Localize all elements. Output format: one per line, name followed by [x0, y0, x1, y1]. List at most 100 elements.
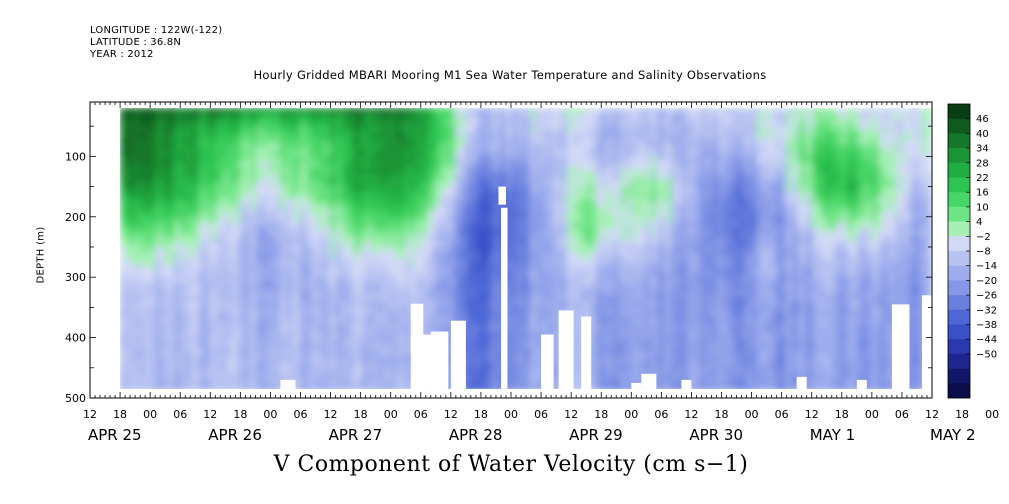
- heatmap-cell: [565, 295, 572, 302]
- heatmap-cell: [330, 234, 336, 242]
- heatmap-cell: [300, 307, 306, 314]
- heatmap-cell: [400, 295, 407, 302]
- heatmap-cell: [535, 252, 542, 260]
- heatmap-cell: [395, 349, 402, 357]
- heatmap-cell: [485, 137, 492, 145]
- heatmap-cell: [199, 373, 206, 381]
- heatmap-cell: [149, 295, 156, 302]
- heatmap-cell: [149, 343, 156, 350]
- heatmap-cell: [625, 252, 632, 260]
- heatmap-cell: [250, 355, 256, 363]
- heatmap-cell: [134, 337, 141, 344]
- heatmap-cell: [580, 204, 587, 212]
- heatmap-cell: [355, 373, 361, 381]
- heatmap-cell: [320, 349, 326, 357]
- heatmap-cell: [360, 276, 366, 284]
- heatmap-cell: [540, 162, 547, 169]
- heatmap-cell: [485, 270, 492, 278]
- heatmap-cell: [585, 246, 592, 254]
- heatmap-cell: [184, 186, 191, 193]
- heatmap-cell: [225, 276, 231, 284]
- heatmap-cell: [285, 246, 291, 254]
- heatmap-cell: [510, 252, 517, 260]
- heatmap-cell: [119, 379, 126, 387]
- heatmap-cell: [380, 331, 386, 338]
- heatmap-cell: [370, 137, 376, 145]
- heatmap-cell: [545, 174, 552, 181]
- heatmap-cell: [285, 180, 291, 187]
- heatmap-cell: [410, 246, 417, 254]
- heatmap-cell: [425, 156, 432, 163]
- heatmap-cell: [360, 150, 366, 157]
- heatmap-cell: [440, 143, 447, 151]
- heatmap-cell: [485, 186, 492, 193]
- heatmap-cell: [535, 234, 542, 242]
- heatmap-cell: [375, 307, 381, 314]
- heatmap-cell: [380, 319, 386, 326]
- heatmap-cell: [625, 355, 632, 363]
- heatmap-cell: [480, 210, 487, 218]
- heatmap-cell: [179, 216, 186, 224]
- heatmap-cell: [360, 240, 366, 248]
- heatmap-cell: [495, 192, 502, 199]
- heatmap-cell: [651, 113, 657, 121]
- heatmap-cell: [595, 168, 602, 175]
- heatmap-cell: [580, 270, 587, 278]
- heatmap-cell: [475, 264, 482, 272]
- heatmap-cell: [290, 228, 296, 236]
- heatmap-cell: [220, 276, 226, 284]
- heatmap-cell: [315, 325, 321, 332]
- heatmap-cell: [450, 276, 457, 284]
- heatmap-cell: [134, 234, 141, 242]
- heatmap-cell: [525, 258, 532, 266]
- heatmap-cell: [265, 325, 271, 332]
- heatmap-cell: [305, 216, 311, 224]
- heatmap-cell: [620, 168, 627, 175]
- heatmap-cell: [651, 143, 657, 151]
- heatmap-cell: [560, 192, 567, 199]
- heatmap-cell: [575, 168, 582, 175]
- heatmap-cell: [415, 186, 422, 193]
- heatmap-cell: [235, 222, 241, 230]
- heatmap-cell: [310, 319, 316, 326]
- heatmap-cell: [580, 288, 587, 296]
- heatmap-cell: [410, 240, 417, 248]
- heatmap-cell: [410, 119, 417, 127]
- heatmap-cell: [620, 367, 627, 375]
- heatmap-cell: [365, 313, 371, 320]
- heatmap-cell: [435, 192, 442, 199]
- heatmap-cell: [310, 107, 316, 115]
- heatmap-cell: [380, 252, 386, 260]
- heatmap-cell: [325, 252, 331, 260]
- heatmap-cell: [184, 252, 191, 260]
- heatmap-cell: [149, 156, 156, 163]
- heatmap-cell: [305, 180, 311, 187]
- heatmap-cell: [280, 270, 286, 278]
- heatmap-cell: [646, 180, 652, 187]
- heatmap-cell: [204, 282, 211, 290]
- heatmap-cell: [215, 204, 221, 212]
- heatmap-cell: [174, 216, 181, 224]
- heatmap-cell: [425, 174, 432, 181]
- heatmap-cell: [641, 210, 647, 218]
- heatmap-cell: [164, 180, 171, 187]
- heatmap-cell: [610, 343, 617, 350]
- heatmap-cell: [345, 379, 351, 387]
- heatmap-cell: [480, 240, 487, 248]
- heatmap-cell: [179, 137, 186, 145]
- heatmap-cell: [335, 192, 341, 199]
- heatmap-cell: [435, 204, 442, 212]
- heatmap-cell: [646, 313, 652, 320]
- heatmap-cell: [260, 234, 266, 242]
- heatmap-cell: [550, 252, 557, 260]
- heatmap-cell: [375, 337, 381, 344]
- heatmap-cell: [465, 301, 472, 308]
- heatmap-cell: [220, 349, 226, 357]
- heatmap-cell: [525, 234, 532, 242]
- heatmap-cell: [590, 343, 597, 350]
- heatmap-cell: [290, 150, 296, 157]
- heatmap-cell: [520, 379, 527, 387]
- heatmap-cell: [540, 143, 547, 151]
- heatmap-cell: [220, 143, 226, 151]
- heatmap-cell: [139, 125, 146, 133]
